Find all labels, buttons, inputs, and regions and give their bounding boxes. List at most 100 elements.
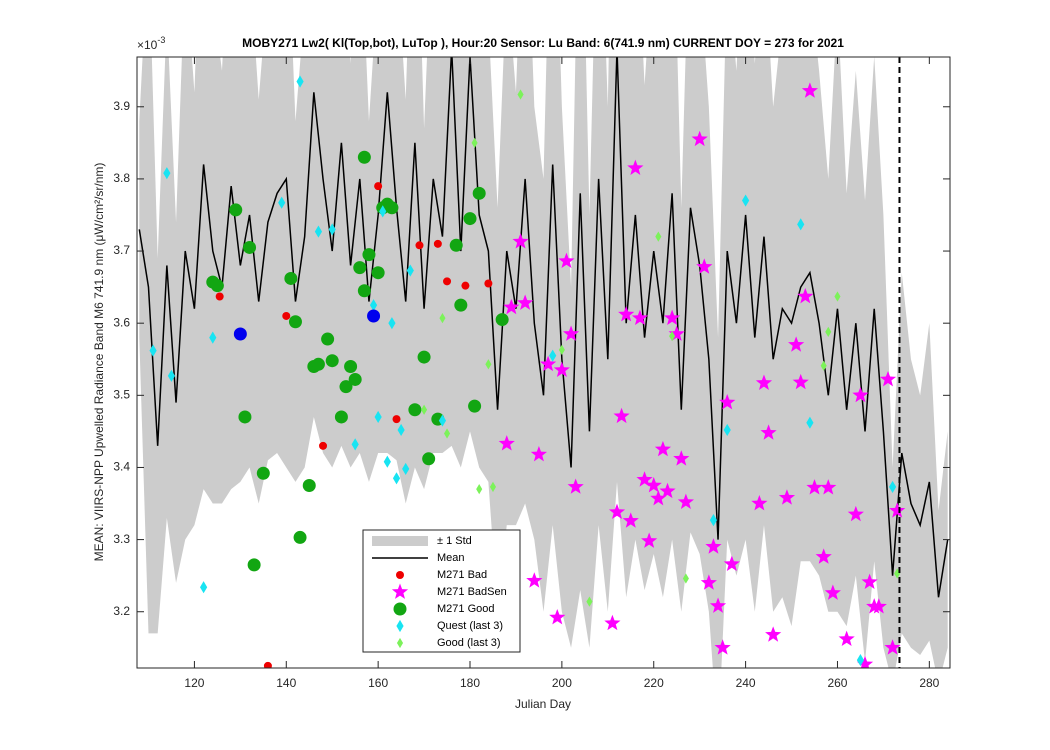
star-point xyxy=(719,394,736,410)
star-point xyxy=(503,298,520,315)
diamond-point xyxy=(517,89,524,100)
star-point xyxy=(705,538,722,554)
point xyxy=(415,241,424,250)
diamond-point xyxy=(444,428,451,439)
point xyxy=(263,661,272,668)
legend-box xyxy=(362,529,521,653)
diamond-point xyxy=(682,573,689,584)
point xyxy=(396,571,404,579)
star-point xyxy=(815,548,832,564)
point xyxy=(319,441,328,450)
star-point xyxy=(530,445,547,462)
multiplier: ×10-3 xyxy=(137,35,165,52)
diamond-point xyxy=(200,581,208,594)
point xyxy=(339,380,353,394)
star-point xyxy=(650,489,667,506)
x-axis-label: Julian Day xyxy=(515,697,571,711)
star-point xyxy=(806,479,823,495)
point xyxy=(374,182,383,191)
star-point xyxy=(636,471,653,487)
diamond-point xyxy=(402,462,410,475)
star-point xyxy=(884,639,901,655)
point xyxy=(334,410,348,424)
point xyxy=(463,212,477,226)
point xyxy=(371,266,385,280)
star-point xyxy=(723,555,740,571)
point xyxy=(233,327,247,341)
point xyxy=(454,298,468,312)
point xyxy=(311,357,325,371)
diamond-point xyxy=(421,404,428,415)
x-tick-label: 220 xyxy=(644,676,664,690)
x-tick-label: 200 xyxy=(552,676,572,690)
diamond-point xyxy=(558,344,565,356)
diamond-point xyxy=(709,514,718,527)
star-point xyxy=(645,476,662,493)
star-point xyxy=(847,505,864,522)
star-point xyxy=(631,309,649,326)
star-point xyxy=(517,294,534,310)
star-point xyxy=(562,325,580,341)
diamond-point xyxy=(351,438,359,451)
diamond-point xyxy=(167,369,176,382)
star-point xyxy=(852,386,869,403)
star-point xyxy=(391,583,409,599)
mean-line xyxy=(138,57,949,598)
point xyxy=(433,239,442,248)
star-point xyxy=(889,502,906,518)
point xyxy=(484,279,493,288)
y-tick-label: 3.2 xyxy=(113,604,130,618)
star-point xyxy=(765,626,782,642)
star-point xyxy=(696,258,713,274)
legend-label: Mean xyxy=(437,552,465,564)
point xyxy=(256,466,270,480)
star-point xyxy=(549,609,566,625)
point xyxy=(468,399,482,413)
point xyxy=(247,558,261,572)
star-point xyxy=(641,532,658,548)
star-point xyxy=(558,252,575,269)
diamond-point xyxy=(369,299,378,312)
y-tick-label: 3.5 xyxy=(113,387,130,401)
star-point xyxy=(709,597,727,613)
point xyxy=(215,292,224,301)
point xyxy=(357,150,371,164)
y-axis-label: MEAN: VIIRS-NPP Upwelled Radiance Band M… xyxy=(92,163,106,562)
point xyxy=(495,313,509,327)
point xyxy=(385,201,399,215)
diamond-point xyxy=(296,75,304,88)
diamond-point xyxy=(549,349,557,362)
star-point xyxy=(870,598,887,614)
star-point xyxy=(654,440,672,457)
diamond-point xyxy=(396,619,404,633)
point xyxy=(449,238,463,252)
x-tick-label: 160 xyxy=(368,676,388,690)
legend-label: ± 1 Std xyxy=(437,535,472,547)
y-tick-label: 3.9 xyxy=(113,99,130,113)
star-point xyxy=(714,639,731,655)
axes-box xyxy=(136,56,951,669)
star-point xyxy=(677,493,694,509)
diamond-point xyxy=(856,653,865,667)
star-point xyxy=(622,512,639,528)
star-point xyxy=(788,336,805,352)
star-point xyxy=(567,478,584,494)
star-point xyxy=(659,482,676,499)
star-point xyxy=(553,361,570,377)
point xyxy=(243,240,257,254)
point xyxy=(357,284,371,298)
diamond-point xyxy=(209,331,217,344)
diamond-point xyxy=(476,483,483,495)
star-point xyxy=(824,584,841,600)
star-point xyxy=(820,479,837,495)
star-point xyxy=(797,287,814,304)
diamond-point xyxy=(388,317,396,330)
diamond-point xyxy=(163,167,171,180)
star-point xyxy=(498,435,515,451)
diamond-point xyxy=(825,326,832,337)
star-point xyxy=(801,82,818,98)
diamond-point xyxy=(669,331,676,342)
point xyxy=(393,602,407,616)
star-point xyxy=(755,374,773,390)
